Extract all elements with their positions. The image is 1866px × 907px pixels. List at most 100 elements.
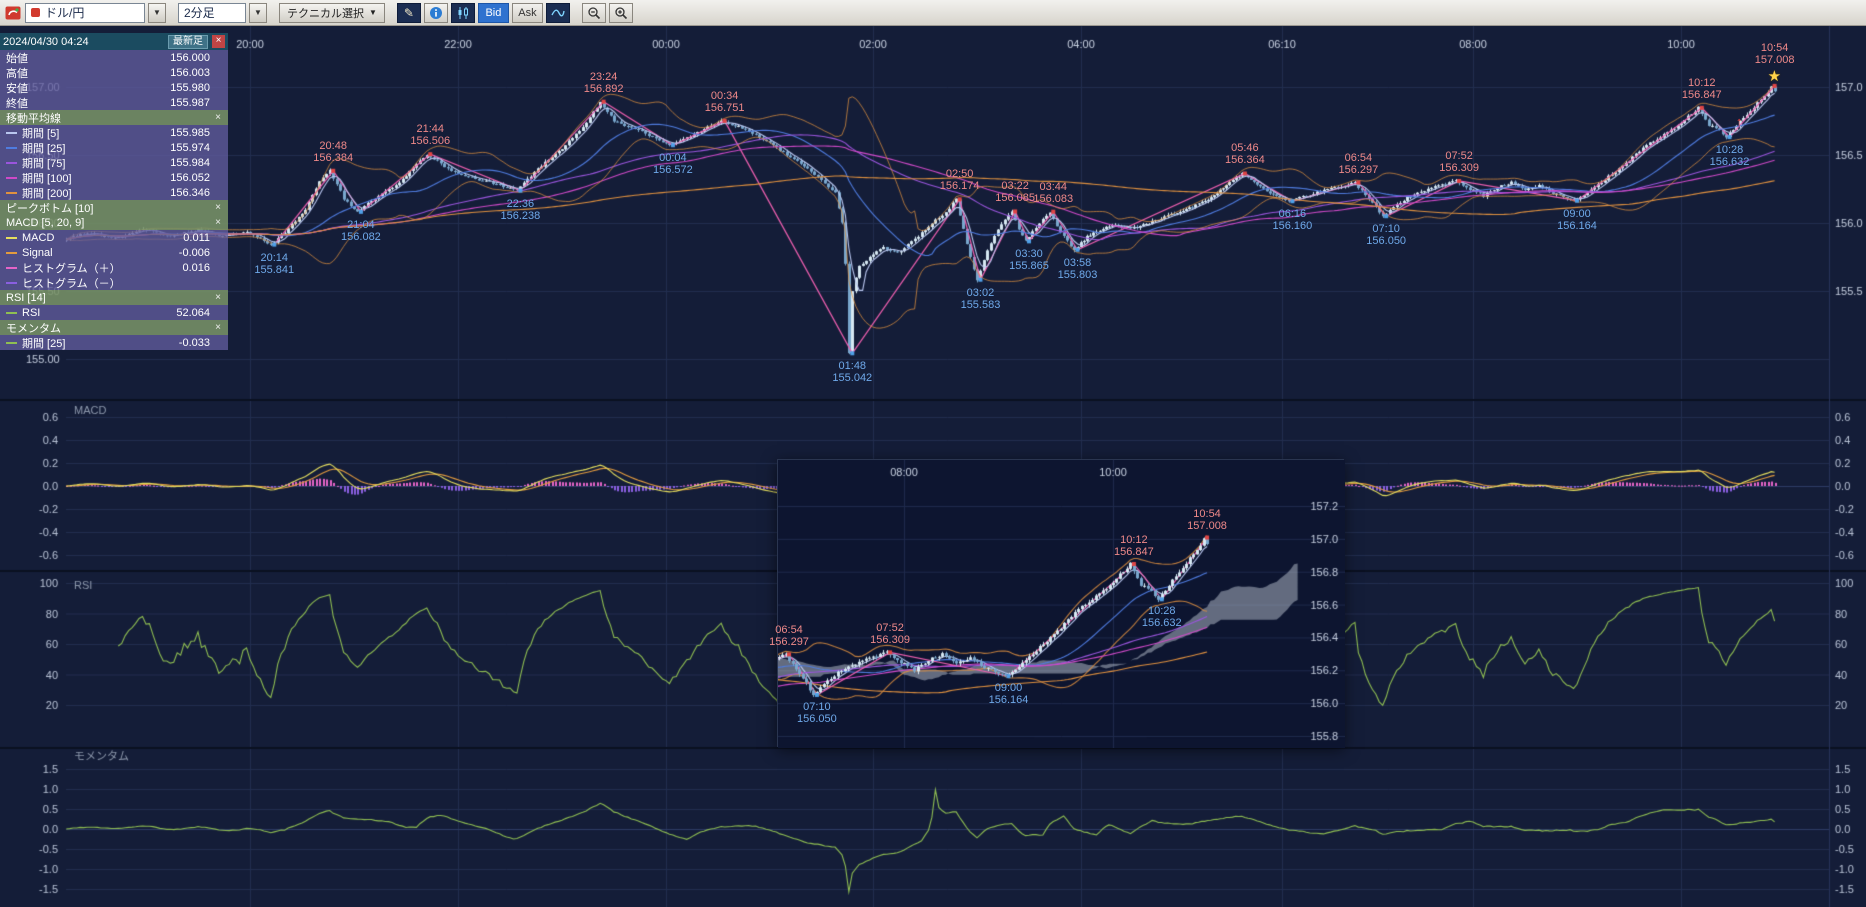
- info-panel-rows: 始値 156.000 高値 156.003 安値 155.980 終値 155.987 移動平均…: [0, 50, 228, 350]
- timeframe-value: 2分足: [184, 6, 215, 20]
- section-label: 移動平均線: [6, 112, 61, 125]
- info-row-1: 高値 156.003: [0, 65, 228, 80]
- section-label: ピークボトム [10]: [6, 202, 94, 215]
- row-value: 156.003: [170, 66, 210, 79]
- symbol-select[interactable]: ドル/円: [25, 2, 145, 23]
- row-value: 155.980: [170, 81, 210, 94]
- indicator-color-swatch: [6, 176, 17, 179]
- row-value: 155.985: [170, 126, 210, 139]
- zoom-out-button[interactable]: [581, 2, 606, 23]
- chevron-down-icon: ▼: [369, 8, 377, 17]
- symbol-value: ドル/円: [45, 6, 85, 20]
- candlestick-icon: [458, 6, 468, 19]
- row-label: 期間 [200]: [22, 187, 72, 200]
- close-icon[interactable]: ×: [215, 112, 221, 123]
- indicator-color-swatch: [6, 146, 17, 149]
- inset-chart-canvas[interactable]: [778, 460, 1345, 748]
- indicator-section-10: ピークボトム [10] ×: [0, 200, 228, 215]
- row-label: 高値: [6, 67, 28, 80]
- info-row-19: 期間 [25] -0.033: [0, 335, 228, 350]
- ask-button[interactable]: Ask: [511, 2, 543, 23]
- indicator-color-swatch: [6, 131, 17, 134]
- row-label: 期間 [100]: [22, 172, 72, 185]
- info-button[interactable]: [423, 2, 448, 23]
- zoom-out-icon: [588, 6, 600, 19]
- technical-select-label: テクニカル選択: [287, 7, 364, 20]
- pencil-icon: ✎: [403, 5, 414, 20]
- bid-button[interactable]: Bid: [477, 2, 509, 23]
- info-row-9: 期間 [200] 156.346: [0, 185, 228, 200]
- app-logo-icon: [4, 4, 22, 22]
- row-label: 期間 [25]: [22, 337, 66, 350]
- row-value: 0.011: [183, 231, 210, 244]
- indicator-color-swatch: [6, 341, 17, 344]
- row-label: 期間 [75]: [22, 157, 66, 170]
- indicator-color-swatch: [6, 311, 17, 314]
- row-value: 0.016: [182, 261, 210, 274]
- row-value: 156.052: [170, 171, 210, 184]
- info-row-13: Signal -0.006: [0, 245, 228, 260]
- row-value: 155.987: [170, 96, 210, 109]
- section-label: RSI [14]: [6, 291, 46, 304]
- close-icon[interactable]: ×: [215, 322, 221, 333]
- line-chart-icon: [551, 9, 565, 16]
- indicator-color-swatch: [6, 266, 17, 269]
- row-label: 期間 [25]: [22, 142, 66, 155]
- info-row-3: 終値 155.987: [0, 95, 228, 110]
- row-label: 期間 [5]: [22, 127, 60, 140]
- close-icon[interactable]: ×: [215, 217, 221, 228]
- info-row-15: ヒストグラム（－）: [0, 275, 228, 290]
- indicator-color-swatch: [6, 251, 17, 254]
- section-label: モメンタム: [6, 322, 61, 335]
- currency-pair-icon: [31, 8, 40, 17]
- technical-select-button[interactable]: テクニカル選択 ▼: [279, 2, 385, 23]
- line-chart-button[interactable]: [545, 2, 570, 23]
- info-row-0: 始値 156.000: [0, 50, 228, 65]
- close-info-panel-icon[interactable]: ×: [212, 35, 225, 48]
- close-icon[interactable]: ×: [215, 202, 221, 213]
- toolbar: ドル/円 ▼ 2分足 ▼ テクニカル選択 ▼ ✎ Bid Ask: [0, 0, 1866, 26]
- latest-candle-button[interactable]: 最新足: [168, 34, 208, 49]
- timeframe-select[interactable]: 2分足: [178, 2, 246, 23]
- row-label: ヒストグラム（－）: [22, 277, 121, 290]
- zoom-in-button[interactable]: [608, 2, 633, 23]
- row-value: 52.064: [176, 306, 210, 319]
- indicator-color-swatch: [6, 161, 17, 164]
- row-value: 156.346: [170, 186, 210, 199]
- symbol-dropdown-arrow[interactable]: ▼: [148, 2, 166, 23]
- row-label: 始値: [6, 52, 28, 65]
- indicator-section-18: モメンタム ×: [0, 320, 228, 335]
- draw-tool-button[interactable]: ✎: [396, 2, 421, 23]
- indicator-section-16: RSI [14] ×: [0, 290, 228, 305]
- row-label: MACD: [22, 231, 55, 244]
- indicator-section-4: 移動平均線 ×: [0, 110, 228, 125]
- info-row-2: 安値 155.980: [0, 80, 228, 95]
- indicator-color-swatch: [6, 191, 17, 194]
- row-label: Signal: [22, 246, 53, 259]
- info-row-8: 期間 [100] 156.052: [0, 170, 228, 185]
- row-label: ヒストグラム（＋）: [22, 262, 121, 275]
- timeframe-dropdown-arrow[interactable]: ▼: [249, 2, 267, 23]
- row-value: 155.974: [170, 141, 210, 154]
- row-value: -0.033: [178, 336, 210, 349]
- selected-candle-datetime: 2024/04/30 04:24: [3, 35, 89, 48]
- close-icon[interactable]: ×: [215, 292, 221, 303]
- row-value: 156.000: [170, 51, 210, 64]
- indicator-color-swatch: [6, 281, 17, 284]
- info-row-14: ヒストグラム（＋） 0.016: [0, 260, 228, 275]
- row-label: 安値: [6, 82, 28, 95]
- candlestick-chart-button[interactable]: [450, 2, 475, 23]
- zoom-inset-window[interactable]: 06:54 156.297 07:10 156.050 07:52 156.309 09:0…: [769, 459, 1345, 748]
- zoom-in-icon: [615, 6, 627, 19]
- row-value: -0.006: [178, 246, 210, 259]
- indicator-section-11: MACD [5, 20, 9] ×: [0, 215, 228, 230]
- section-label: MACD [5, 20, 9]: [6, 216, 85, 229]
- info-row-7: 期間 [75] 155.984: [0, 155, 228, 170]
- info-row-17: RSI 52.064: [0, 305, 228, 320]
- ohlc-info-panel: 2024/04/30 04:24 最新足 × 始値 156.000 高値 156.00…: [0, 33, 228, 350]
- info-row-6: 期間 [25] 155.974: [0, 140, 228, 155]
- info-row-12: MACD 0.011: [0, 230, 228, 245]
- row-value: 155.984: [170, 156, 210, 169]
